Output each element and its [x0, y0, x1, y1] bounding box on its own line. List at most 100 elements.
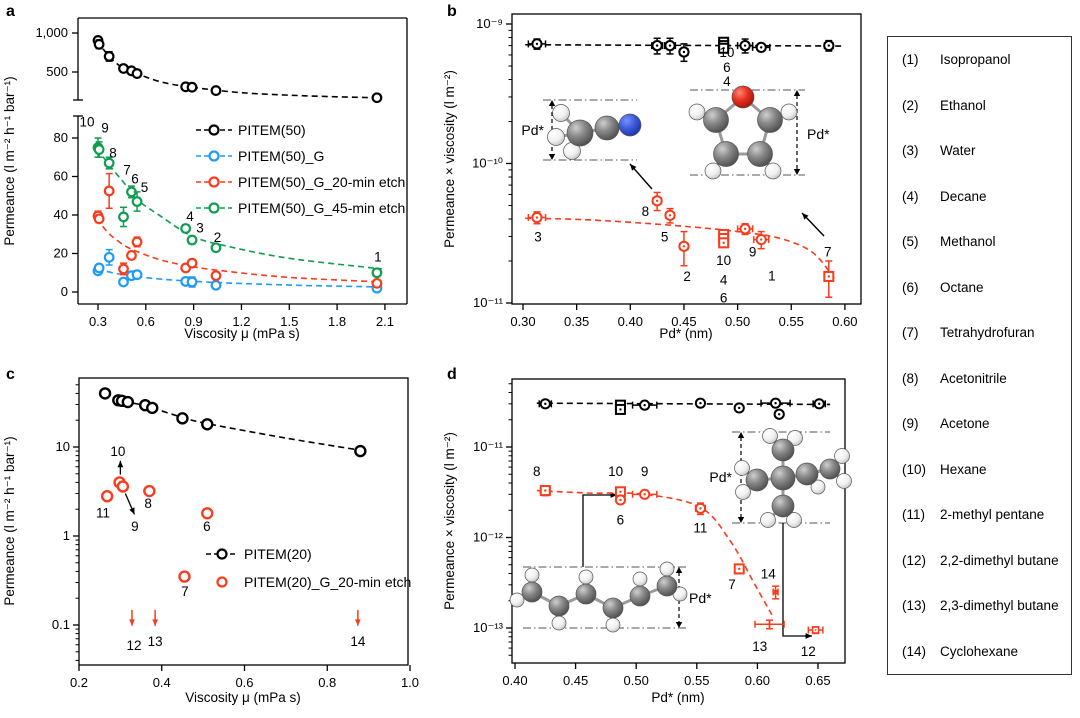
series-PITEM-50--G-20-min-etch [92, 172, 383, 289]
point-label: 1 [768, 268, 776, 283]
data-point [146, 401, 159, 415]
point-labels: 8 10 9 6 11 7 14 13 12 [533, 464, 816, 659]
x-tick-label: 0.50 [624, 673, 649, 688]
point-label: 14 [761, 567, 777, 582]
y-tick-label: 80 [54, 130, 68, 145]
solvent-item: (14) Cyclohexane [902, 644, 1065, 659]
arrowhead [675, 567, 683, 573]
x-tick-label: 0.45 [671, 314, 696, 329]
data-point-dot [544, 489, 547, 492]
data-point-dot [774, 401, 777, 405]
solvent-name: Tetrahydrofuran [940, 325, 1035, 340]
x-tick-label: 1.0 [401, 675, 419, 690]
data-point-dot [535, 216, 539, 219]
data-point-dot [778, 413, 781, 416]
series-PITEM-20--membrane [536, 397, 831, 420]
data-point [103, 251, 115, 263]
atom-H [735, 484, 751, 500]
x-axis-title: Viscosity μ (mPa s) [184, 326, 300, 341]
data-point [93, 38, 105, 50]
point-label: 3 [534, 229, 542, 244]
data-point [216, 548, 228, 560]
atom-H [764, 162, 782, 180]
data-point [208, 202, 220, 214]
arrowhead [805, 633, 812, 639]
data-point [208, 124, 220, 136]
solvent-item: (2) Ethanol [902, 98, 1065, 113]
y-tick-label: 1 [63, 528, 70, 543]
atom-C [745, 468, 769, 492]
data-point [180, 223, 192, 234]
pd-star-label: Pd* [807, 126, 830, 142]
point-label: 7 [181, 584, 189, 599]
y-tick-label: 60 [54, 169, 68, 184]
x-tick-label: 0.40 [618, 314, 643, 329]
atom-C [713, 141, 739, 167]
atom-H [810, 479, 826, 495]
data-point [371, 267, 383, 279]
molecule-2-2-dimethyl-butane [734, 428, 852, 528]
atom-H [787, 430, 803, 446]
atom-H [605, 617, 621, 633]
series-curve [104, 392, 361, 451]
data-point [208, 176, 220, 188]
point-label: 13 [752, 639, 767, 654]
solvent-number: (1) [902, 52, 919, 67]
y-tick-label: 10 [56, 439, 70, 454]
solvent-name: 2,3-dimethyl butane [940, 598, 1059, 613]
series-curve [536, 489, 773, 616]
axes: 0.3 0.6 0.9 1.2 1.5 1.8 2.1 500 1,000 0 20 40 60 80 Vi… [2, 17, 408, 341]
arrowhead [630, 164, 637, 171]
panel-letter-d: d [447, 366, 457, 383]
data-point [100, 490, 114, 503]
x-tick-label: 0.2 [70, 675, 88, 690]
point-label: 7 [123, 163, 131, 178]
data-point [772, 589, 779, 595]
molecule-inset: Pd* [523, 566, 712, 629]
x-tick-label: 0.30 [510, 314, 535, 329]
atom-H [734, 460, 750, 476]
data-point-dot [818, 402, 821, 406]
x-tick-label: 0.8 [318, 675, 336, 690]
inset-connector [782, 523, 812, 639]
point-label: 10 [79, 115, 94, 130]
point-label: 5 [661, 229, 669, 244]
solvent-item: (12) 2,2-dimethyl butane [902, 552, 1065, 568]
y-tick-label: 1,000 [35, 25, 68, 40]
data-point [116, 480, 130, 493]
y-axis-title: Permeance × viscosity (l m⁻²) [442, 70, 457, 248]
data-point [208, 150, 220, 162]
data-point [131, 196, 143, 207]
solvent-name: Acetonitrile [940, 370, 1007, 386]
solvent-item: (9) Acetone [902, 417, 1065, 431]
point-label: 7 [824, 245, 832, 260]
point-label: 8 [533, 464, 541, 479]
pd-star-label: Pd* [709, 469, 732, 485]
series-PITEM-50--G [92, 248, 383, 294]
data-point [131, 236, 143, 248]
data-point-dot [722, 47, 725, 50]
data-point [131, 68, 143, 79]
point-label: 12 [127, 638, 142, 653]
panel-letter-c: c [6, 366, 15, 383]
data-point [121, 395, 135, 409]
atom-C [548, 595, 570, 617]
atom-H [632, 571, 648, 587]
data-point-dot [668, 214, 672, 217]
connector-line [782, 523, 806, 637]
atom-H [762, 428, 778, 444]
pd-star-label: Pd* [689, 590, 712, 606]
y-tick-label: 0.1 [52, 617, 70, 632]
x-tick-label: 0.65 [805, 673, 830, 688]
data-point [93, 213, 105, 225]
solvent-name: Decane [940, 188, 987, 204]
arrowhead [152, 619, 158, 626]
data-point-dot [668, 44, 672, 47]
legend-label: PITEM(20)_G_20-min etch [244, 574, 411, 590]
series-PITEM-50--G-45-min-etch [92, 137, 383, 279]
solvent-name: 2,2-dimethyl butane [940, 552, 1059, 568]
solvent-number: (3) [902, 143, 919, 158]
series-PITEM-50--membrane [525, 36, 842, 63]
data-point [118, 263, 129, 275]
solvent-item: (1) Isopropanol [902, 53, 1065, 67]
